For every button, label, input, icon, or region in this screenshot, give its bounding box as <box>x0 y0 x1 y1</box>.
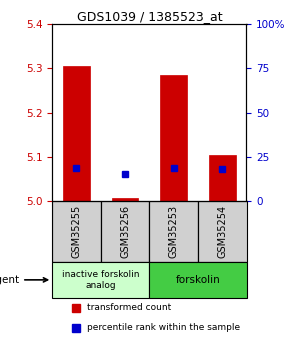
Text: GSM35256: GSM35256 <box>120 205 130 258</box>
Text: inactive forskolin
analog: inactive forskolin analog <box>62 270 139 289</box>
Text: percentile rank within the sample: percentile rank within the sample <box>87 324 240 333</box>
Title: GDS1039 / 1385523_at: GDS1039 / 1385523_at <box>77 10 222 23</box>
Bar <box>63 66 90 201</box>
FancyBboxPatch shape <box>149 262 246 298</box>
Text: GSM35254: GSM35254 <box>217 205 227 258</box>
Text: agent: agent <box>0 275 48 285</box>
Bar <box>160 75 187 201</box>
FancyBboxPatch shape <box>198 201 246 262</box>
Text: transformed count: transformed count <box>87 303 171 312</box>
FancyBboxPatch shape <box>52 201 101 262</box>
Bar <box>112 198 138 201</box>
Text: forskolin: forskolin <box>175 275 220 285</box>
FancyBboxPatch shape <box>149 201 198 262</box>
Text: GSM35255: GSM35255 <box>72 205 81 258</box>
Bar <box>209 155 235 201</box>
Text: GSM35253: GSM35253 <box>169 205 179 258</box>
FancyBboxPatch shape <box>52 262 149 298</box>
FancyBboxPatch shape <box>101 201 149 262</box>
